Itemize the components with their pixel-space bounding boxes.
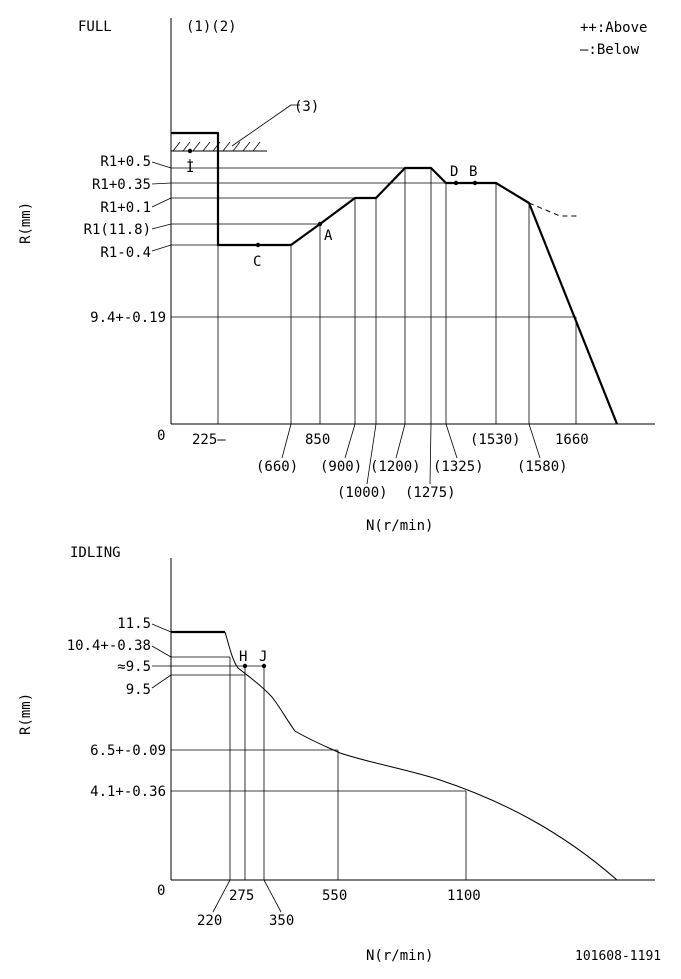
document-id: 101608-1191	[575, 949, 661, 964]
idling-chart: IDLING 0 R(mm) N(r/min) H J 11.5 10.4+-0…	[18, 545, 655, 964]
x-label-1100: 1100	[447, 888, 481, 904]
legend-above: ++:Above	[580, 20, 647, 36]
x-label-1200: (1200)	[370, 459, 421, 475]
y-label-r1-plus-0.35: R1+0.35	[92, 177, 151, 193]
legend-below: —:Below	[580, 42, 640, 58]
idling-curve	[224, 631, 618, 881]
x-label-350: 350	[269, 913, 294, 929]
x-label-850: 850	[305, 432, 330, 448]
x-label-leaders	[281, 423, 541, 485]
callout-3-label: (3)	[294, 99, 319, 115]
y-label-approx-9.5: ≈9.5	[117, 659, 151, 675]
x-label-1000: (1000)	[337, 485, 388, 501]
stop-hatch	[171, 104, 300, 152]
idling-y-axis-title: R(mm)	[18, 693, 34, 735]
y-label-9.4: 9.4+-0.19	[90, 310, 166, 326]
x-label-1660: 1660	[555, 432, 589, 448]
x-label-1325: (1325)	[433, 459, 484, 475]
y-label-r1-plus-0.5: R1+0.5	[100, 154, 151, 170]
point-c-label: C	[253, 254, 261, 270]
x-label-1275: (1275)	[405, 485, 456, 501]
full-vertical-refs	[217, 168, 577, 424]
x-label-900: (900)	[320, 459, 362, 475]
point-j-dot	[261, 663, 267, 669]
y-label-r1-11.8: R1(11.8)	[84, 222, 151, 238]
point-a-label: A	[324, 228, 333, 244]
point-d-dot	[453, 180, 459, 186]
full-origin-label: 0	[157, 428, 165, 444]
x-label-275: 275	[229, 888, 254, 904]
x-label-220: 220	[197, 913, 222, 929]
y-label-r1-plus-0.1: R1+0.1	[100, 200, 151, 216]
point-d-label: D	[450, 164, 458, 180]
point-i-label: I	[186, 160, 194, 176]
idling-x-axis-title: N(r/min)	[366, 948, 433, 964]
full-y-axis-title: R(mm)	[18, 202, 34, 244]
full-dashed-extension	[528, 202, 580, 217]
x-label-1530: (1530)	[470, 432, 521, 448]
point-h-dot	[242, 663, 248, 669]
y-label-6.5: 6.5+-0.09	[90, 743, 166, 759]
idling-origin-label: 0	[157, 883, 165, 899]
x-label-660: (660)	[256, 459, 298, 475]
y-label-4.1: 4.1+-0.36	[90, 784, 166, 800]
y-label-leaders	[151, 161, 172, 252]
point-b-label: B	[469, 164, 477, 180]
y-label-10.4: 10.4+-0.38	[67, 638, 151, 654]
idling-title: IDLING	[70, 545, 121, 561]
y-label-9.5: 9.5	[126, 682, 151, 698]
point-a-dot	[317, 221, 323, 227]
point-i-dot	[187, 148, 193, 154]
full-load-curve	[171, 131, 619, 425]
point-c-dot	[255, 242, 261, 248]
point-h-label: H	[239, 649, 247, 665]
idling-x-label-leaders	[212, 879, 282, 913]
x-label-1580: (1580)	[517, 459, 568, 475]
full-x-axis-title: N(r/min)	[366, 518, 433, 534]
x-label-550: 550	[322, 888, 347, 904]
full-chart: FULL (1)(2) ++:Above —:Below 0 R(mm) N(r…	[18, 18, 655, 534]
full-markers-1-2: (1)(2)	[186, 19, 237, 35]
full-title: FULL	[78, 19, 112, 35]
y-label-11.5: 11.5	[117, 616, 151, 632]
point-j-label: J	[259, 649, 267, 665]
y-label-r1-minus-0.4: R1-0.4	[100, 245, 151, 261]
idling-y-label-leaders	[151, 623, 172, 689]
point-b-dot	[472, 180, 478, 186]
idling-vertical-refs	[229, 657, 467, 880]
x-label-225: 225—	[192, 432, 226, 448]
